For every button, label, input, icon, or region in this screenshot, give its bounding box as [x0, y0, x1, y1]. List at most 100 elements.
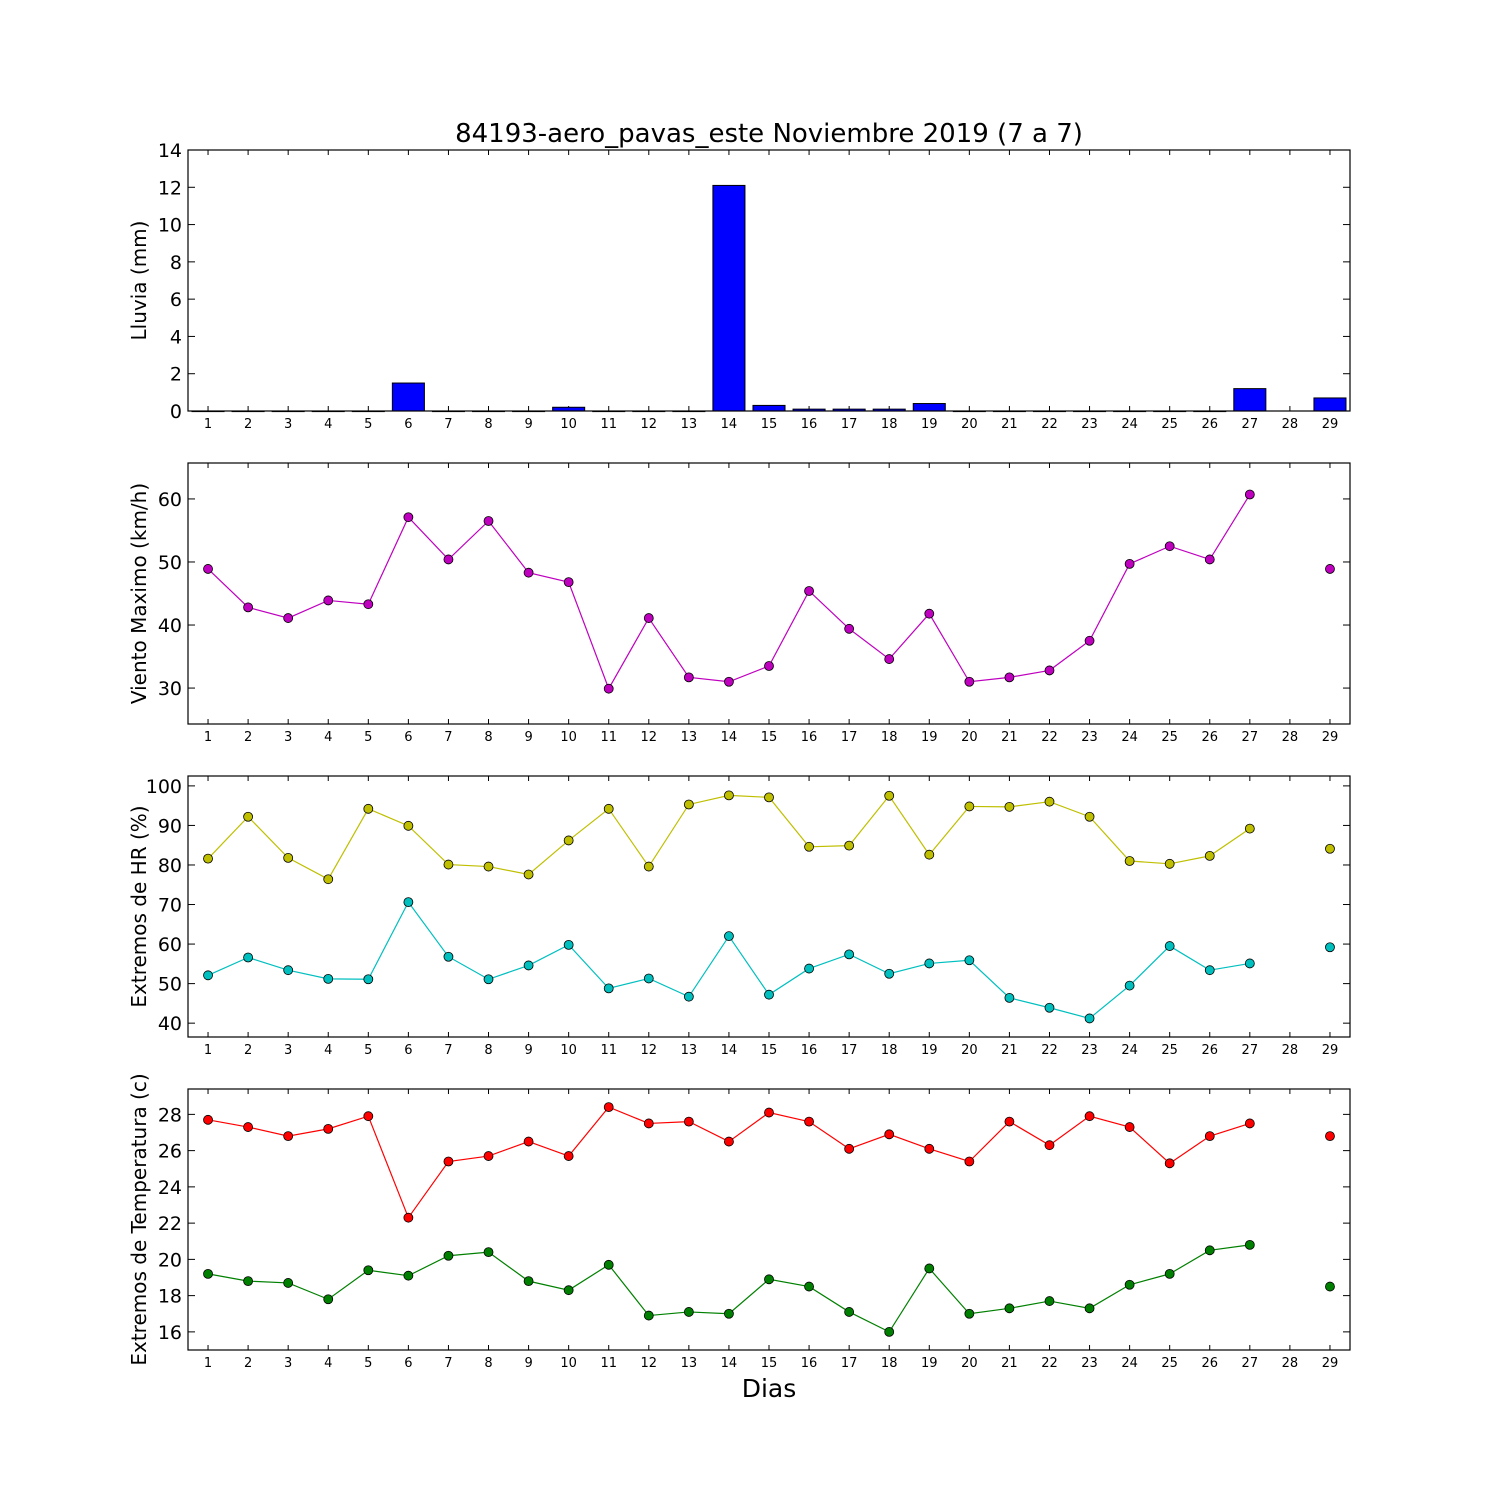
x-tick-label: 14	[721, 730, 738, 745]
point-series-1-day-22	[1044, 1140, 1055, 1151]
point-series-1-day-23	[1084, 811, 1095, 822]
point-series-1-day-14	[724, 1136, 734, 1147]
point-series-2-day-2	[243, 1276, 254, 1287]
x-tick-label: 4	[324, 730, 332, 745]
point-series-1-day-18	[884, 790, 895, 801]
bar-day-29	[1313, 397, 1347, 412]
point-series-1-day-27	[1244, 823, 1255, 834]
x-tick-label: 19	[921, 417, 938, 432]
x-tick-label: 5	[364, 1043, 372, 1058]
point-series-2-day-7	[443, 951, 454, 962]
point-series-1-day-17	[844, 623, 855, 634]
point-series-1-day-7	[443, 554, 454, 565]
bar-day-27	[1233, 388, 1267, 412]
point-series-1-day-19	[924, 1143, 935, 1154]
point-series-2-day-5	[363, 1265, 374, 1276]
x-tick-label: 12	[641, 1043, 658, 1058]
x-tick-label: 15	[761, 1043, 778, 1058]
x-tick-label: 18	[881, 1356, 898, 1371]
y-tick-label: 10	[158, 215, 182, 237]
point-series-2-day-25	[1164, 941, 1175, 951]
point-series-1-day-11	[603, 1102, 614, 1113]
x-tick-label: 16	[801, 1356, 818, 1371]
x-tick-label: 6	[404, 1043, 412, 1058]
point-series-1-day-23	[1084, 635, 1095, 646]
x-tick-label: 27	[1242, 1043, 1259, 1058]
y-tick-label: 2	[170, 364, 182, 386]
x-tick-label: 23	[1081, 1356, 1098, 1371]
x-tick-label: 25	[1161, 1043, 1178, 1058]
point-series-1-day-22	[1044, 796, 1055, 807]
point-series-2-day-29	[1325, 1281, 1335, 1292]
x-tick-label: 13	[681, 1356, 698, 1371]
y-axis-label: Viento Maximo (km/h)	[127, 483, 151, 704]
x-tick-label: 10	[560, 1043, 577, 1058]
plot-frame	[187, 1088, 1351, 1351]
point-series-2-day-18	[884, 1326, 895, 1337]
point-series-2-day-4	[323, 1294, 334, 1305]
x-tick-label: 21	[1001, 1043, 1018, 1058]
point-series-2-day-10	[563, 1285, 574, 1296]
y-tick-label: 6	[170, 289, 182, 311]
y-axis-label: Extremos de HR (%)	[127, 805, 151, 1007]
y-tick-label: 30	[158, 678, 182, 700]
point-series-1-day-29	[1325, 1131, 1335, 1142]
x-tick-label: 3	[284, 417, 292, 432]
y-tick-label: 90	[158, 815, 182, 837]
x-tick-label: 12	[641, 730, 658, 745]
y-tick-label: 100	[146, 776, 182, 798]
point-series-1-day-17	[844, 1143, 855, 1154]
point-series-2-day-22	[1044, 1296, 1055, 1306]
point-series-1-day-3	[283, 1131, 294, 1142]
y-tick-label: 50	[158, 552, 182, 574]
x-tick-label: 20	[961, 417, 978, 432]
x-tick-label: 20	[961, 1043, 978, 1058]
point-series-1-day-13	[683, 799, 694, 810]
x-tick-label: 22	[1041, 730, 1058, 745]
point-series-1-day-8	[483, 516, 494, 526]
x-tick-label: 15	[761, 730, 778, 745]
point-series-1-day-7	[443, 859, 454, 870]
point-series-2-day-14	[724, 1308, 734, 1319]
point-series-2-day-8	[483, 1247, 494, 1258]
point-series-1-day-15	[764, 661, 774, 671]
x-tick-label: 8	[484, 1356, 492, 1371]
point-series-1-day-18	[884, 1129, 895, 1140]
y-axis-label: Extremos de Temperatura (c)	[127, 1073, 151, 1365]
point-series-2-day-4	[323, 973, 334, 984]
point-series-1-day-6	[403, 1212, 414, 1223]
point-series-1-day-10	[563, 835, 574, 846]
x-tick-label: 2	[244, 730, 252, 745]
x-tick-label: 7	[444, 1356, 452, 1371]
x-tick-label: 2	[244, 1043, 252, 1058]
plot-frame	[187, 149, 1351, 412]
point-series-1-day-5	[363, 599, 374, 610]
x-tick-label: 1	[204, 730, 212, 745]
x-tick-label: 28	[1282, 730, 1299, 745]
x-tick-label: 24	[1121, 730, 1138, 745]
x-tick-label: 28	[1282, 1043, 1299, 1058]
point-series-1-day-1	[203, 853, 213, 864]
x-tick-label: 16	[801, 417, 818, 432]
point-series-1-day-6	[403, 512, 414, 523]
point-series-1-day-16	[804, 841, 814, 852]
point-series-1-day-29	[1325, 564, 1335, 574]
point-series-1-day-3	[283, 613, 294, 623]
x-tick-label: 15	[761, 1356, 778, 1371]
x-tick-label: 6	[404, 730, 412, 745]
point-series-1-day-2	[243, 1122, 254, 1132]
point-series-2-day-9	[523, 1276, 534, 1287]
point-series-2-day-17	[844, 1307, 855, 1317]
point-series-2-day-3	[283, 965, 294, 976]
y-tick-label: 16	[158, 1322, 182, 1344]
bar-day-15	[752, 404, 786, 412]
x-tick-label: 7	[444, 417, 452, 432]
x-tick-label: 19	[921, 1043, 938, 1058]
point-series-1-day-13	[683, 1116, 694, 1127]
x-tick-label: 20	[961, 730, 978, 745]
point-series-2-day-24	[1124, 980, 1135, 991]
x-tick-label: 11	[600, 417, 617, 432]
x-tick-label: 25	[1161, 417, 1178, 432]
